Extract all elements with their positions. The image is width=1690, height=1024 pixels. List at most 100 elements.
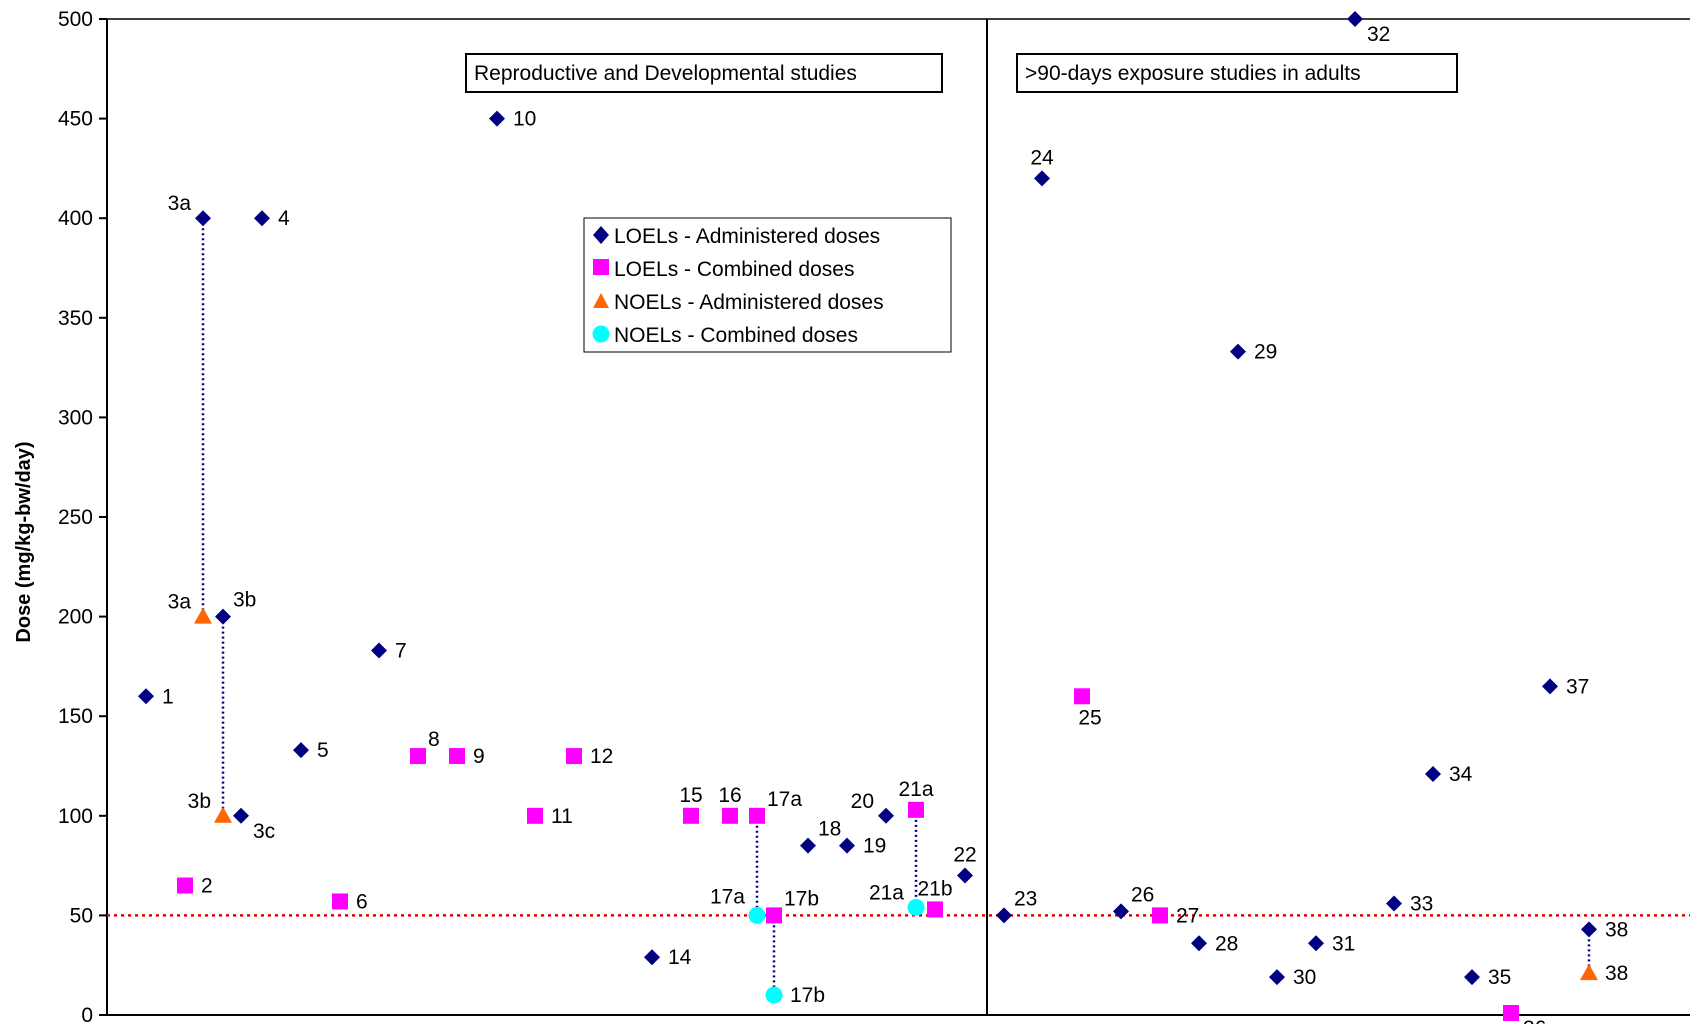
point-label-2: 2 xyxy=(201,875,213,898)
point-diamond-38 xyxy=(1581,921,1597,938)
legend: LOELs - Administered doses LOELs - Combi… xyxy=(583,217,952,353)
point-diamond-19 xyxy=(839,837,855,854)
point-label-5: 5 xyxy=(317,739,329,762)
point-label-17a: 17a xyxy=(710,885,745,908)
point-diamond-33 xyxy=(1386,895,1402,912)
y-tick-label: 150 xyxy=(58,705,93,728)
point-label-11: 11 xyxy=(551,805,573,828)
point-label-34: 34 xyxy=(1449,763,1473,786)
point-label-36: 36 xyxy=(1523,1017,1546,1024)
y-tick-label: 200 xyxy=(58,606,93,629)
point-label-14: 14 xyxy=(668,946,692,969)
y-tick-label: 250 xyxy=(58,506,93,529)
point-diamond-34 xyxy=(1425,765,1441,782)
point-label-4: 4 xyxy=(278,207,290,230)
legend-item-loel-combined: LOELs - Combined doses xyxy=(593,258,854,281)
point-label-21a: 21a xyxy=(898,778,933,801)
point-label-35: 35 xyxy=(1488,966,1511,989)
point-label-1: 1 xyxy=(162,685,174,708)
marks-layer xyxy=(138,11,1598,1022)
y-tick-label: 500 xyxy=(58,8,93,31)
point-diamond-30 xyxy=(1269,969,1285,986)
point-label-28: 28 xyxy=(1215,932,1238,955)
legend-label-noel-combined: NOELs - Combined doses xyxy=(614,324,858,347)
point-triangle-3a xyxy=(194,607,212,624)
point-label-3a: 3a xyxy=(168,192,192,215)
legend-marker-triangle xyxy=(593,293,609,308)
point-square-27 xyxy=(1152,907,1168,924)
point-label-8: 8 xyxy=(428,728,440,751)
point-square-21a xyxy=(908,801,924,818)
point-diamond-3c xyxy=(233,807,249,824)
y-tick-label: 450 xyxy=(58,108,93,131)
point-label-15: 15 xyxy=(679,784,702,807)
point-square-36 xyxy=(1503,1005,1519,1022)
section-box-reproductive: Reproductive and Developmental studies xyxy=(465,53,943,93)
point-label-12: 12 xyxy=(590,745,613,768)
point-square-8 xyxy=(410,748,426,765)
legend-item-noel-administered: NOELs - Administered doses xyxy=(593,291,884,314)
point-label-38: 38 xyxy=(1605,962,1628,985)
point-diamond-22 xyxy=(957,867,973,884)
point-square-6 xyxy=(332,893,348,910)
point-label-30: 30 xyxy=(1293,966,1316,989)
point-label-3c: 3c xyxy=(253,820,275,843)
point-label-17b: 17b xyxy=(790,984,825,1007)
point-label-26: 26 xyxy=(1131,883,1154,906)
point-label-21b: 21b xyxy=(917,877,952,900)
point-diamond-35 xyxy=(1464,969,1480,986)
point-triangle-38 xyxy=(1580,964,1598,981)
point-label-10: 10 xyxy=(513,108,536,131)
point-diamond-18 xyxy=(800,837,816,854)
point-label-18: 18 xyxy=(818,818,841,841)
y-tick-label: 50 xyxy=(70,904,93,927)
axes: 0 50 100 150 200 250 300 350 400 450 500 xyxy=(58,8,1690,1024)
y-axis-title: Dose (mg/kg-bw/day) xyxy=(13,441,35,642)
point-labels-layer: 13a3b3c457101418192022232426282930313233… xyxy=(162,23,1628,1024)
y-tick-label: 0 xyxy=(81,1004,93,1024)
point-label-38: 38 xyxy=(1605,918,1628,941)
point-label-19: 19 xyxy=(863,835,886,858)
point-label-9: 9 xyxy=(473,745,485,768)
point-label-17b: 17b xyxy=(784,887,819,910)
point-diamond-1 xyxy=(138,688,154,705)
legend-marker-circle xyxy=(592,325,610,343)
point-square-12 xyxy=(566,748,582,765)
point-label-33: 33 xyxy=(1410,892,1433,915)
point-circle-17a xyxy=(748,906,766,924)
section-label-adult: >90-days exposure studies in adults xyxy=(1025,62,1361,85)
point-circle-21a xyxy=(907,898,925,916)
point-square-2 xyxy=(177,877,193,894)
point-square-15 xyxy=(683,807,699,824)
point-label-31: 31 xyxy=(1332,932,1355,955)
y-tick-label: 300 xyxy=(58,406,93,429)
point-diamond-3b xyxy=(215,608,231,625)
point-diamond-3a xyxy=(195,210,211,227)
point-diamond-29 xyxy=(1230,343,1246,360)
legend-marker-diamond xyxy=(593,226,609,244)
legend-label-loel-combined: LOELs - Combined doses xyxy=(614,258,854,281)
legend-label-noel-administered: NOELs - Administered doses xyxy=(614,291,884,314)
point-square-16 xyxy=(722,807,738,824)
point-diamond-28 xyxy=(1191,935,1207,952)
point-label-3b: 3b xyxy=(188,790,211,813)
point-triangle-3b xyxy=(214,806,232,823)
point-label-7: 7 xyxy=(395,639,407,662)
point-square-21b xyxy=(927,901,943,918)
point-square-11 xyxy=(527,807,543,824)
point-diamond-20 xyxy=(878,807,894,824)
point-diamond-23 xyxy=(996,907,1012,924)
point-label-32: 32 xyxy=(1367,23,1390,46)
point-label-16: 16 xyxy=(718,784,741,807)
point-diamond-10 xyxy=(489,110,505,127)
point-circle-17b xyxy=(765,986,783,1004)
point-label-20: 20 xyxy=(851,790,874,813)
point-square-17a xyxy=(749,807,765,824)
legend-item-loel-administered: LOELs - Administered doses xyxy=(593,225,880,248)
section-label-reproductive: Reproductive and Developmental studies xyxy=(474,62,857,85)
point-label-3b: 3b xyxy=(233,589,256,612)
legend-item-noel-combined: NOELs - Combined doses xyxy=(592,324,858,347)
point-label-27: 27 xyxy=(1176,904,1199,927)
point-square-9 xyxy=(449,748,465,765)
